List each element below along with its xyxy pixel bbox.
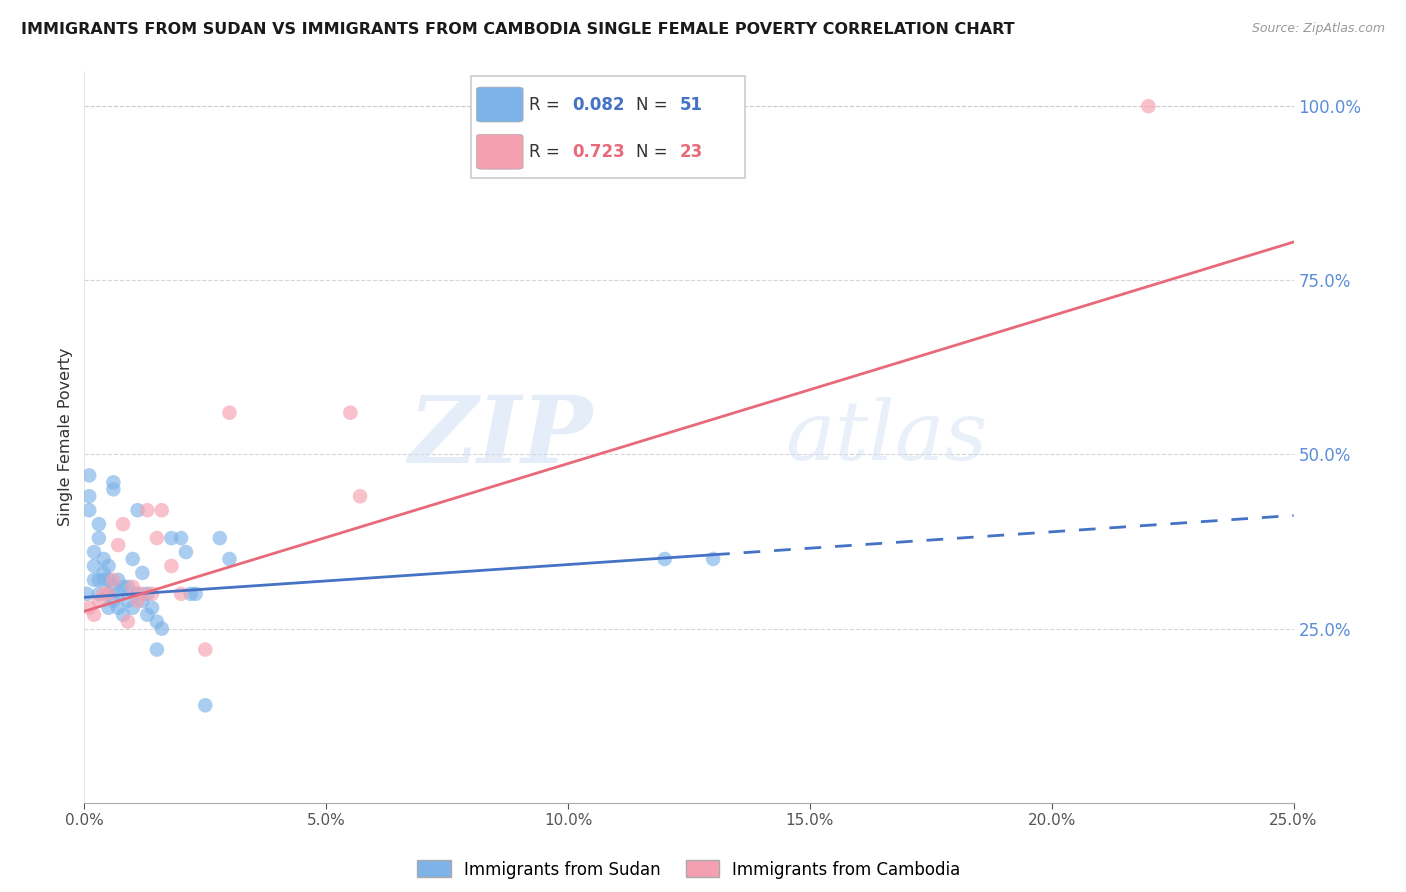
Point <box>194 698 217 713</box>
Point <box>77 600 100 615</box>
Point <box>136 503 159 517</box>
Text: atlas: atlas <box>786 397 988 477</box>
Point <box>87 594 110 608</box>
Point <box>1137 99 1160 113</box>
Point <box>93 552 115 566</box>
Point <box>83 607 105 622</box>
Point <box>121 600 143 615</box>
Point <box>93 587 115 601</box>
Point <box>97 587 120 601</box>
Point <box>127 503 149 517</box>
Point <box>150 503 173 517</box>
Point <box>146 615 169 629</box>
Point <box>87 573 110 587</box>
Point <box>170 587 193 601</box>
Text: 0.082: 0.082 <box>572 95 624 113</box>
Point <box>87 531 110 545</box>
Point <box>184 587 207 601</box>
Text: N =: N = <box>636 143 672 161</box>
Point <box>77 468 100 483</box>
Point <box>702 552 724 566</box>
Point <box>218 552 240 566</box>
Y-axis label: Single Female Poverty: Single Female Poverty <box>58 348 73 526</box>
Point <box>77 489 100 503</box>
Point <box>103 594 125 608</box>
Text: ZIP: ZIP <box>408 392 592 482</box>
Point <box>103 580 125 594</box>
Point <box>131 566 153 580</box>
Point <box>103 483 125 497</box>
Point <box>160 558 183 573</box>
Point <box>97 600 120 615</box>
Point <box>97 573 120 587</box>
Point <box>107 538 129 552</box>
Point <box>87 587 110 601</box>
Point <box>83 558 105 573</box>
Point <box>117 594 139 608</box>
Point <box>194 642 217 657</box>
Point <box>103 573 125 587</box>
Text: 51: 51 <box>679 95 703 113</box>
Text: 23: 23 <box>679 143 703 161</box>
Point <box>170 531 193 545</box>
Point <box>131 594 153 608</box>
Text: IMMIGRANTS FROM SUDAN VS IMMIGRANTS FROM CAMBODIA SINGLE FEMALE POVERTY CORRELAT: IMMIGRANTS FROM SUDAN VS IMMIGRANTS FROM… <box>21 22 1015 37</box>
Point <box>121 552 143 566</box>
Point <box>160 531 183 545</box>
Point <box>107 587 129 601</box>
FancyBboxPatch shape <box>477 87 523 122</box>
Point <box>654 552 676 566</box>
Point <box>127 594 149 608</box>
Point <box>117 580 139 594</box>
Point <box>117 615 139 629</box>
Text: 0.723: 0.723 <box>572 143 626 161</box>
Point <box>339 406 361 420</box>
Point <box>136 607 159 622</box>
Legend: Immigrants from Sudan, Immigrants from Cambodia: Immigrants from Sudan, Immigrants from C… <box>418 861 960 879</box>
Point <box>112 607 135 622</box>
Point <box>112 517 135 532</box>
Text: Source: ZipAtlas.com: Source: ZipAtlas.com <box>1251 22 1385 36</box>
Point <box>107 600 129 615</box>
Point <box>208 531 231 545</box>
Text: R =: R = <box>529 95 565 113</box>
FancyBboxPatch shape <box>477 135 523 169</box>
Point <box>76 587 98 601</box>
Point <box>131 587 153 601</box>
Point <box>174 545 197 559</box>
Point <box>218 406 240 420</box>
Point <box>97 558 120 573</box>
Point <box>93 573 115 587</box>
Point <box>349 489 371 503</box>
Point <box>83 573 105 587</box>
Point <box>87 517 110 532</box>
Point <box>146 531 169 545</box>
Point <box>83 545 105 559</box>
Point <box>127 587 149 601</box>
Point <box>136 587 159 601</box>
Point <box>150 622 173 636</box>
Point <box>112 580 135 594</box>
Point <box>77 503 100 517</box>
Text: N =: N = <box>636 95 672 113</box>
Point <box>146 642 169 657</box>
Point <box>93 566 115 580</box>
Point <box>107 573 129 587</box>
Point <box>121 580 143 594</box>
Point <box>97 587 120 601</box>
FancyBboxPatch shape <box>471 76 745 178</box>
Point <box>141 587 163 601</box>
Point <box>103 475 125 490</box>
Point <box>180 587 202 601</box>
Point <box>141 600 163 615</box>
Text: R =: R = <box>529 143 565 161</box>
